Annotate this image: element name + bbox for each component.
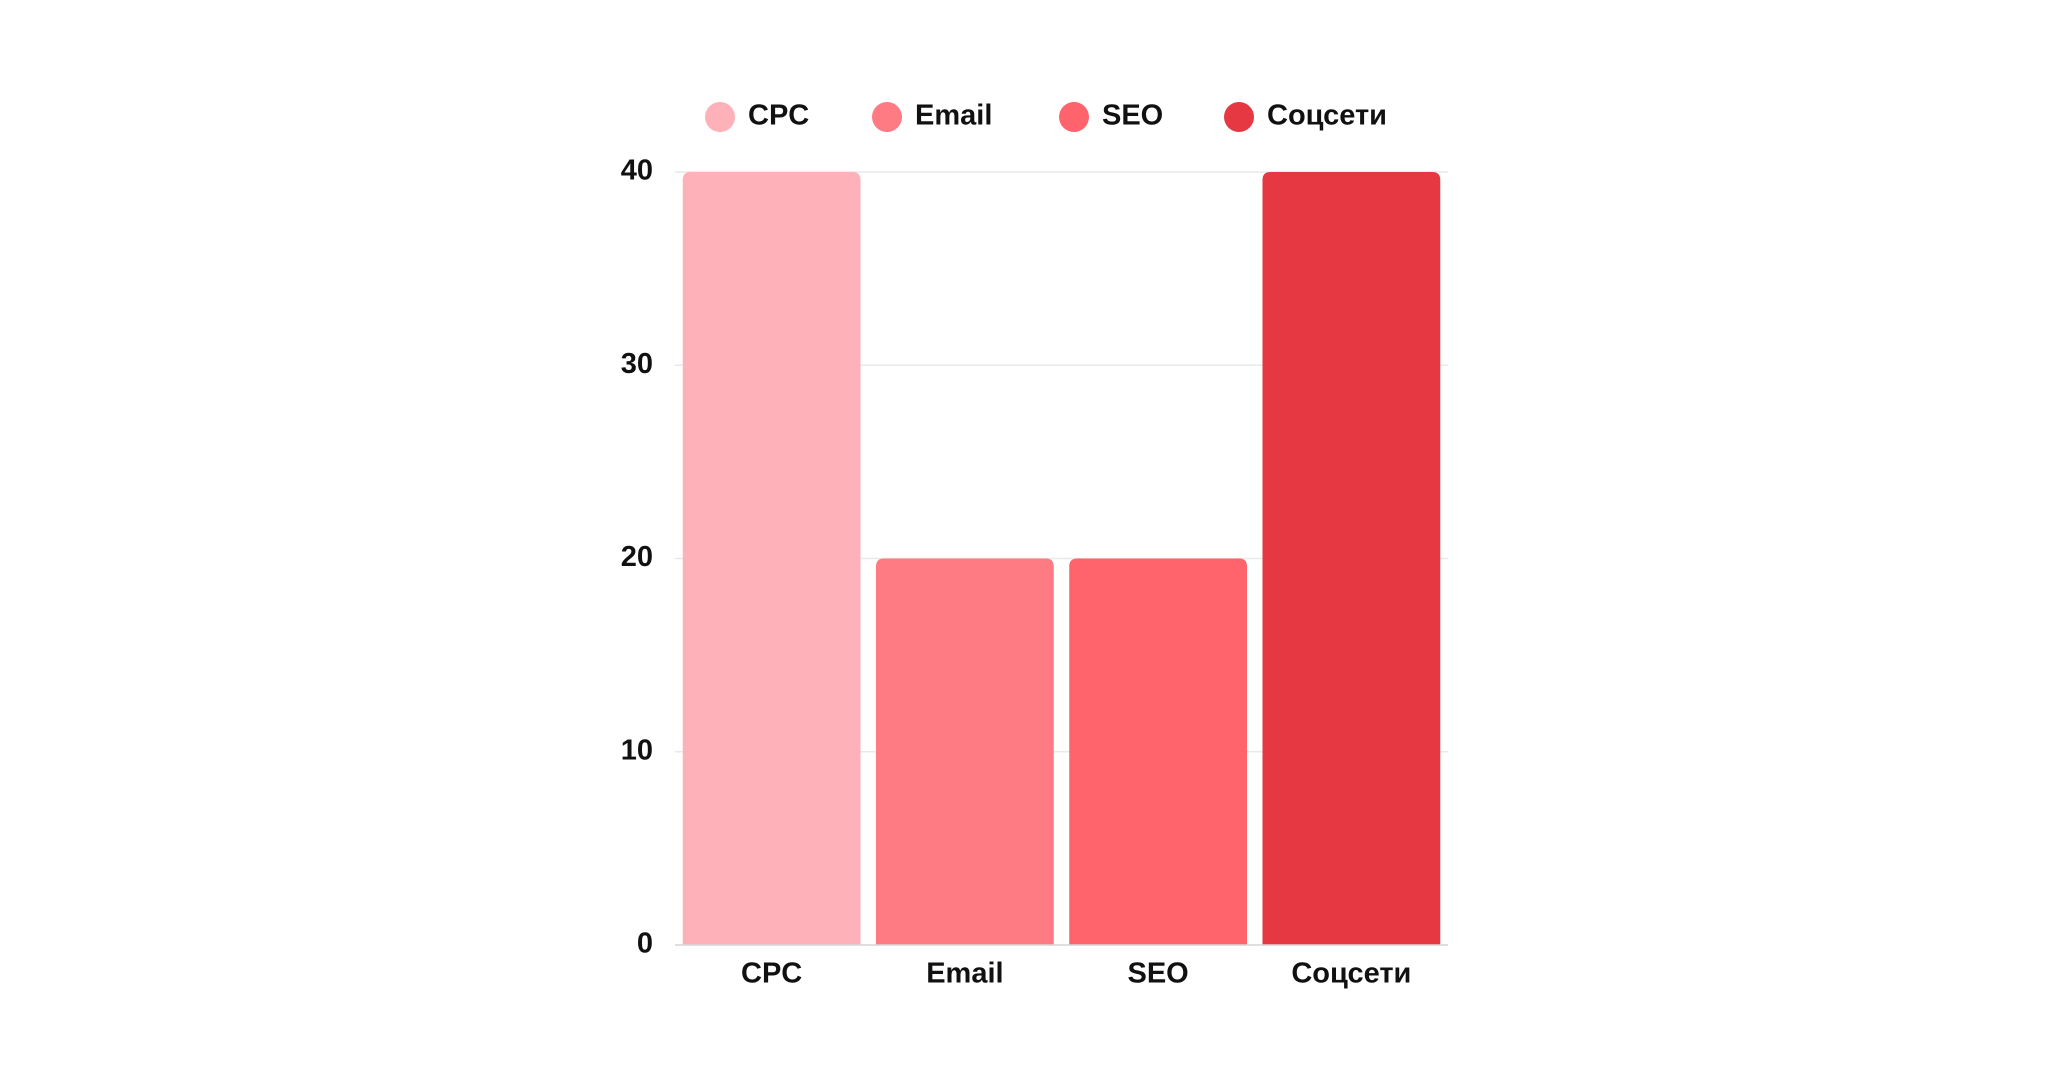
bar xyxy=(1262,172,1441,945)
y-tick-label: 10 xyxy=(621,734,653,766)
y-tick-label: 0 xyxy=(637,928,653,960)
x-tick-label: Соцсети xyxy=(1291,958,1411,990)
legend-label: Email xyxy=(915,100,992,132)
legend-label: CPC xyxy=(748,100,809,132)
legend-marker xyxy=(1224,102,1254,132)
legend-label: SEO xyxy=(1102,100,1163,132)
legend-marker xyxy=(705,102,735,132)
y-tick-label: 40 xyxy=(621,155,653,187)
bar xyxy=(875,558,1054,945)
y-tick-label: 20 xyxy=(621,541,653,573)
x-tick-label: Email xyxy=(926,958,1003,990)
x-tick-label: CPC xyxy=(741,958,802,990)
legend-marker xyxy=(1059,102,1089,132)
bar xyxy=(682,172,861,945)
x-tick-label: SEO xyxy=(1128,958,1189,990)
legend-label: Соцсети xyxy=(1267,100,1387,132)
legend-marker xyxy=(872,102,902,132)
y-tick-label: 30 xyxy=(621,348,653,380)
bar xyxy=(1069,558,1248,945)
